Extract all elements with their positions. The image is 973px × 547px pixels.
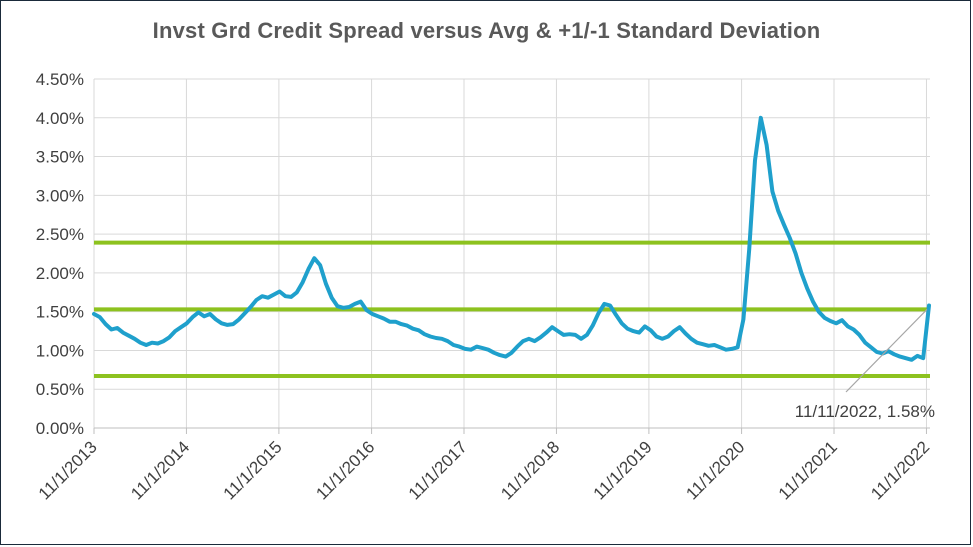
gridlines: [93, 78, 930, 428]
y-tick-label: 0.50%: [36, 380, 84, 399]
axes: [93, 427, 930, 434]
y-tick-label: 1.00%: [36, 341, 84, 360]
series-layer: [92, 115, 931, 362]
y-tick-label: 4.00%: [36, 109, 84, 128]
reference-lines: [94, 240, 930, 379]
series-line: [92, 115, 931, 362]
x-tick-label: 11/1/2020: [682, 437, 748, 503]
y-tick-label: 3.50%: [36, 148, 84, 167]
x-tick-label: 11/1/2021: [775, 437, 841, 503]
chart-title: Invst Grd Credit Spread versus Avg & +1/…: [152, 18, 821, 43]
annotation-leader-line: [845, 309, 928, 393]
x-tick-label: 11/1/2018: [497, 437, 563, 503]
tick-labels: 0.00% 0.50% 1.00% 1.50% 2.00% 2.50% 3.00% 3.50%…: [35, 70, 933, 503]
y-tick-label: 1.50%: [36, 303, 84, 322]
annotation-label: 11/11/2022, 1.58%: [795, 402, 935, 421]
annotation-layer: 11/11/2022, 1.58%: [795, 309, 935, 421]
y-tick-label: 0.00%: [36, 419, 84, 438]
x-tick-label: 11/1/2014: [127, 437, 193, 503]
x-tick-label: 11/1/2022: [867, 437, 933, 503]
y-tick-label: 2.00%: [36, 264, 84, 283]
x-tick-label: 11/1/2016: [312, 437, 378, 503]
y-tick-label: 3.00%: [36, 186, 84, 205]
x-tick-label: 11/1/2013: [35, 437, 101, 503]
x-tick-label: 11/1/2019: [590, 437, 656, 503]
x-tick-label: 11/1/2015: [220, 437, 286, 503]
y-tick-label: 2.50%: [36, 225, 84, 244]
x-tick-label: 11/1/2017: [405, 437, 471, 503]
y-tick-label: 4.50%: [36, 70, 84, 89]
